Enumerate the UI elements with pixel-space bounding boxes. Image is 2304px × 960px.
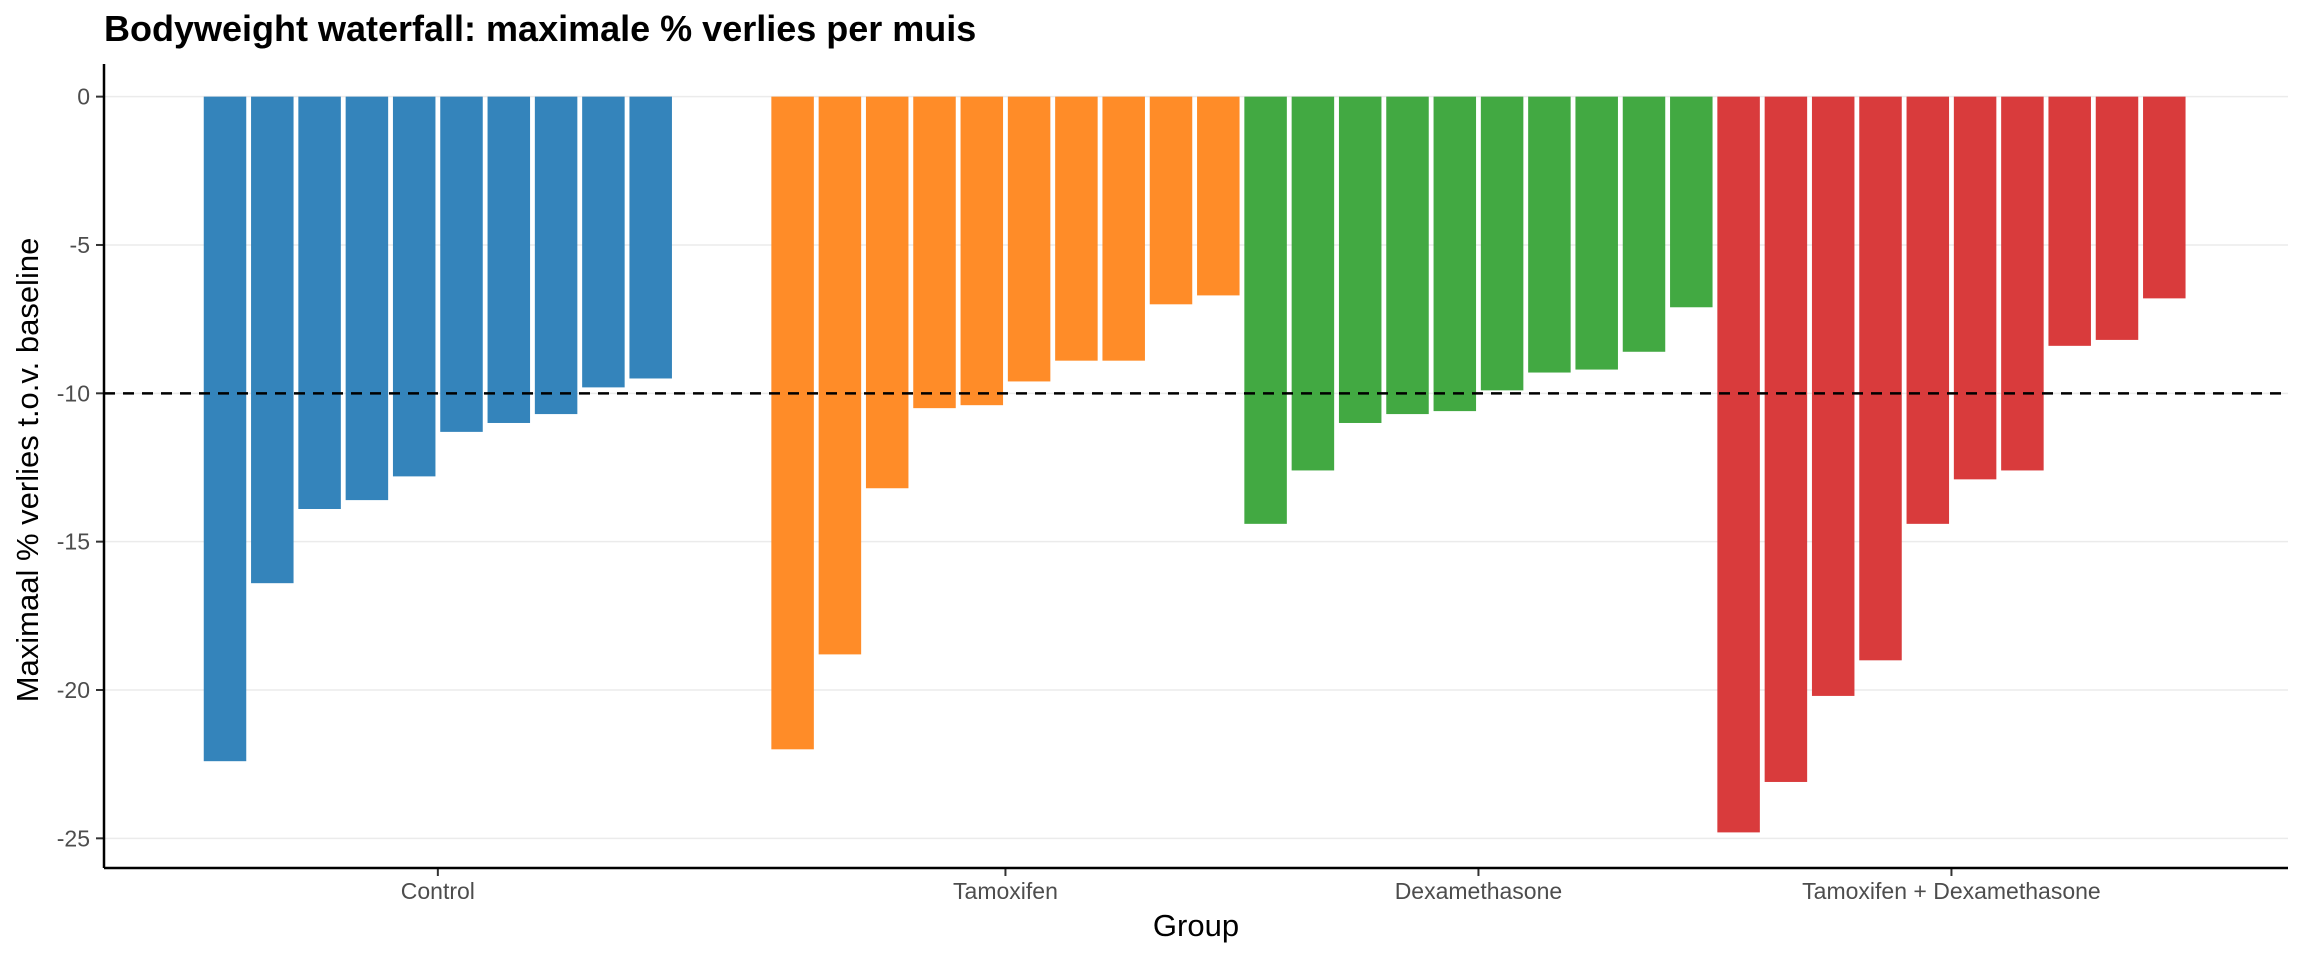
bar (1480, 96, 1524, 391)
bar (771, 96, 814, 750)
axis-layer (96, 64, 2288, 876)
y-tick-label: -15 (57, 529, 90, 555)
bar (1528, 96, 1571, 373)
y-tick-label: -5 (70, 232, 90, 258)
bar (818, 96, 862, 655)
y-tick-label: 0 (77, 84, 90, 110)
bar (534, 96, 578, 415)
bar (1953, 96, 1997, 480)
bar (1811, 96, 1855, 696)
tick-label-layer: 0 -5 -10 -15 -20 -25 Control Tamoxifen Dexametha… (57, 84, 2101, 904)
bar (1670, 96, 1713, 308)
bar (865, 96, 909, 489)
bar (1244, 96, 1287, 524)
x-tick-label: Tamoxifen (953, 878, 1058, 904)
chart-title: Bodyweight waterfall: maximale % verlies… (104, 8, 976, 49)
bar (582, 96, 625, 388)
bar (1102, 96, 1145, 361)
bar (2143, 96, 2186, 299)
y-tick-label: -10 (57, 380, 90, 406)
bar (629, 96, 672, 379)
bar (1007, 96, 1051, 382)
bar (1764, 96, 1808, 782)
y-tick-label: -25 (57, 825, 90, 851)
bar (1386, 96, 1429, 415)
bar (203, 96, 247, 762)
x-tick-label: Control (401, 878, 475, 904)
bar (251, 96, 294, 584)
bar (1622, 96, 1666, 352)
bar (1197, 96, 1240, 296)
bar-layer (203, 96, 2186, 833)
bar (487, 96, 531, 423)
bar (345, 96, 389, 501)
bar (1575, 96, 1618, 370)
bar (392, 96, 436, 477)
bar (913, 96, 956, 409)
bar (1717, 96, 1760, 833)
bar (1433, 96, 1477, 412)
bar (2001, 96, 2044, 471)
x-tick-label: Dexamethasone (1395, 878, 1563, 904)
bar (1149, 96, 1193, 305)
bar (1859, 96, 1902, 661)
bar (440, 96, 483, 432)
bar (298, 96, 341, 510)
bar (2048, 96, 2091, 346)
bar (1906, 96, 1950, 524)
bar (1338, 96, 1382, 423)
bar (960, 96, 1004, 406)
y-tick-label: -20 (57, 677, 90, 703)
x-axis-title: Group (1153, 908, 1239, 943)
bar (1291, 96, 1335, 471)
x-tick-label: Tamoxifen + Dexamethasone (1802, 878, 2101, 904)
bar (1055, 96, 1098, 361)
y-axis-title: Maximaal % verlies t.o.v. baseline (10, 238, 45, 703)
bar (2095, 96, 2139, 340)
